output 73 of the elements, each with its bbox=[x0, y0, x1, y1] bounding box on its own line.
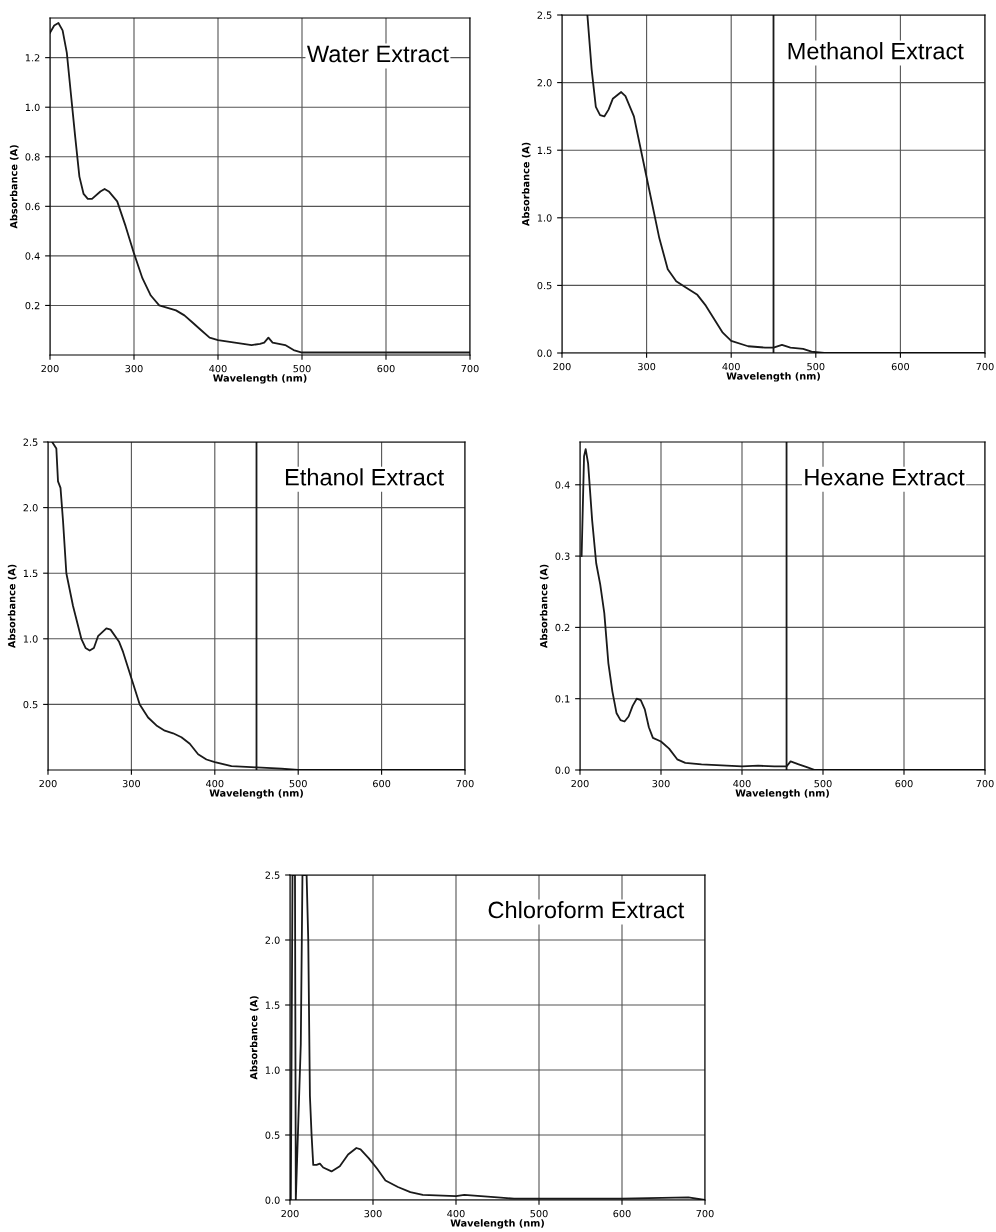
x-tick-label: 700 bbox=[976, 362, 994, 371]
y-tick-label: 1.0 bbox=[265, 1066, 280, 1074]
x-tick-label: 200 bbox=[571, 779, 589, 788]
y-axis-title: Absorbance (A) bbox=[521, 142, 531, 227]
y-tick-label: 1.5 bbox=[23, 569, 38, 578]
y-tick-label: 0.2 bbox=[555, 623, 570, 632]
y-tick-label: 2.5 bbox=[265, 871, 280, 879]
y-tick-label: 0.8 bbox=[25, 153, 40, 161]
x-tick-label: 300 bbox=[122, 779, 141, 788]
x-tick-label: 200 bbox=[281, 1209, 299, 1218]
y-tick-label: 1.0 bbox=[537, 214, 552, 222]
y-tick-label: 1.5 bbox=[265, 1001, 280, 1009]
x-tick-label: 200 bbox=[553, 362, 571, 371]
x-tick-label: 300 bbox=[638, 362, 656, 371]
y-axis-title: Absorbance (A) bbox=[249, 996, 259, 1080]
y-tick-label: 1.5 bbox=[537, 146, 552, 155]
y-axis-title: Absorbance (A) bbox=[539, 564, 549, 649]
x-tick-label: 300 bbox=[364, 1209, 382, 1218]
y-tick-label: 0.5 bbox=[265, 1131, 280, 1139]
x-tick-label: 500 bbox=[289, 779, 307, 788]
text: Water Extract bbox=[306, 45, 449, 63]
text: Methanol Extract bbox=[788, 42, 964, 60]
y-tick-label: 2.5 bbox=[537, 11, 552, 19]
y-tick-label: 0.4 bbox=[25, 252, 40, 260]
y-tick-label: 0.0 bbox=[555, 766, 570, 774]
x-tick-label: 600 bbox=[373, 779, 391, 788]
x-tick-label: 400 bbox=[447, 1209, 465, 1218]
x-tick-label: 600 bbox=[895, 779, 913, 788]
y-tick-label: 2.5 bbox=[23, 438, 38, 446]
y-tick-label: 0.3 bbox=[555, 552, 570, 560]
y-tick-label: 2.0 bbox=[265, 936, 280, 944]
y-tick-label: 0.5 bbox=[23, 700, 38, 709]
x-tick-label: 400 bbox=[206, 779, 224, 788]
y-tick-label: 1.0 bbox=[25, 103, 40, 112]
x-tick-label: 300 bbox=[652, 779, 670, 788]
y-tick-label: 0.0 bbox=[537, 349, 552, 357]
x-tick-label: 600 bbox=[891, 362, 910, 371]
x-axis-title: Wavelength (nm) bbox=[209, 789, 303, 799]
y-tick-label: 0.1 bbox=[555, 695, 570, 703]
x-tick-label: 500 bbox=[814, 779, 832, 788]
y-axis-title: Absorbance (A) bbox=[9, 145, 19, 229]
x-axis-title: Wavelength (nm) bbox=[213, 374, 307, 384]
y-tick-label: 0.6 bbox=[25, 202, 40, 211]
x-tick-label: 600 bbox=[613, 1209, 631, 1218]
y-tick-label: 0.5 bbox=[537, 281, 552, 290]
x-tick-label: 700 bbox=[976, 779, 994, 788]
x-tick-label: 400 bbox=[722, 362, 740, 371]
x-tick-label: 700 bbox=[696, 1209, 714, 1218]
y-tick-label: 0.2 bbox=[25, 301, 40, 310]
x-tick-label: 500 bbox=[807, 362, 825, 371]
text: Ethanol Extract bbox=[285, 468, 444, 486]
x-axis-title: Wavelength (nm) bbox=[450, 1219, 544, 1229]
y-tick-label: 1.0 bbox=[23, 635, 38, 643]
text: Hexane Extract bbox=[805, 469, 965, 486]
y-tick-label: 2.0 bbox=[23, 504, 38, 512]
y-tick-label: 0.4 bbox=[555, 481, 570, 489]
x-tick-label: 400 bbox=[733, 779, 751, 788]
x-tick-label: 500 bbox=[293, 364, 311, 373]
y-tick-label: 1.2 bbox=[25, 54, 40, 62]
y-tick-label: 0.0 bbox=[265, 1196, 280, 1204]
x-axis-title: Wavelength (nm) bbox=[726, 372, 820, 382]
x-tick-label: 500 bbox=[530, 1209, 548, 1218]
y-axis-title: Absorbance (A) bbox=[7, 564, 17, 649]
x-tick-label: 400 bbox=[209, 364, 227, 373]
y-tick-label: 2.0 bbox=[537, 79, 552, 87]
x-tick-label: 700 bbox=[456, 779, 474, 788]
x-tick-label: 600 bbox=[377, 364, 395, 373]
x-axis-title: Wavelength (nm) bbox=[735, 789, 829, 799]
text: Chloroform Extract bbox=[488, 901, 685, 919]
x-tick-label: 200 bbox=[41, 364, 59, 373]
x-tick-label: 200 bbox=[39, 779, 57, 788]
x-tick-label: 700 bbox=[461, 364, 479, 373]
x-tick-label: 300 bbox=[125, 364, 143, 373]
